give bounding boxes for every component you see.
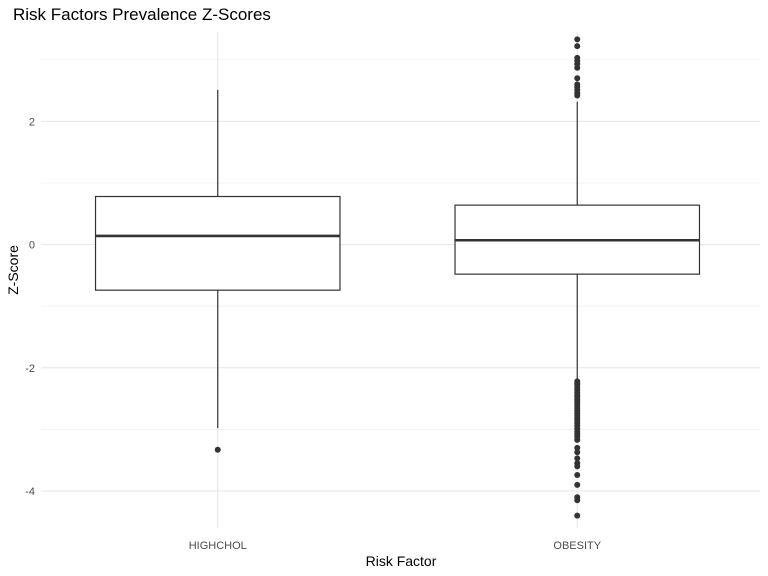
outlier-point xyxy=(574,43,581,50)
box-group-obesity xyxy=(454,36,701,519)
outlier-point xyxy=(574,81,581,88)
outlier-point xyxy=(574,497,581,504)
outlier-point xyxy=(574,436,581,443)
outlier-point xyxy=(574,36,581,43)
x-axis-ticks: HIGHCHOL OBESITY xyxy=(189,540,602,552)
outlier-point xyxy=(574,481,581,488)
x-tick-label: HIGHCHOL xyxy=(189,540,247,552)
y-axis-title: Z-Score xyxy=(5,245,21,295)
y-tick-label: -4 xyxy=(25,486,35,498)
outlier-point xyxy=(574,54,581,61)
outlier-point xyxy=(574,455,581,462)
x-axis-title: Risk Factor xyxy=(366,553,437,569)
y-axis-ticks: -4 -2 0 2 xyxy=(25,116,35,498)
outlier-point xyxy=(574,463,581,470)
outlier-point xyxy=(574,449,581,456)
outlier-point xyxy=(574,444,581,451)
chart-title: Risk Factors Prevalence Z-Scores xyxy=(13,5,271,24)
plot-area xyxy=(94,36,701,519)
box-group-highchol xyxy=(94,89,341,453)
y-tick-label: 0 xyxy=(29,240,35,252)
x-tick-label: OBESITY xyxy=(553,540,601,552)
outlier-point xyxy=(574,75,581,82)
y-tick-label: 2 xyxy=(29,116,35,128)
outlier-point xyxy=(574,512,581,519)
outlier-point xyxy=(214,446,221,453)
outlier-point xyxy=(574,472,581,479)
iqr-box xyxy=(94,195,341,291)
y-tick-label: -2 xyxy=(25,363,35,375)
